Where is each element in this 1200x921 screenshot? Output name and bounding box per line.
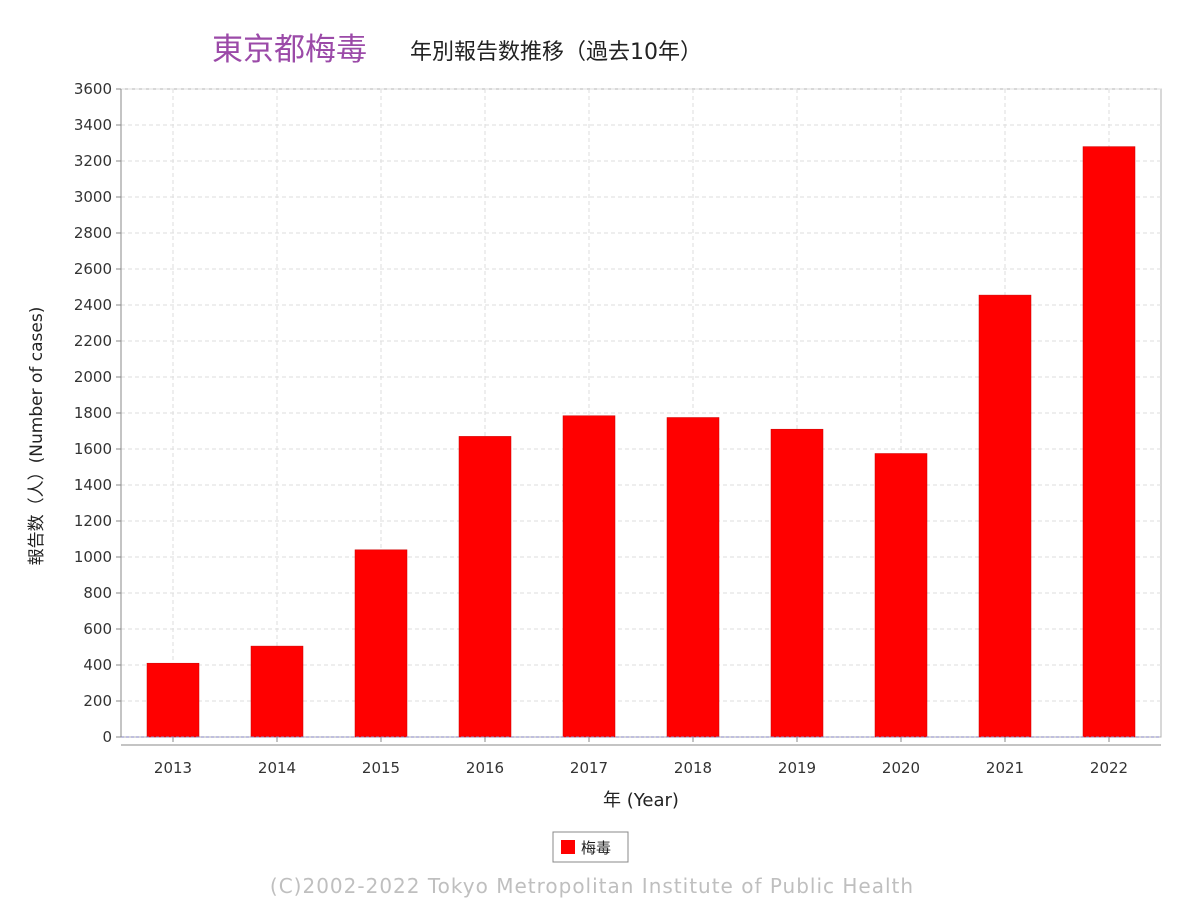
axes [116, 88, 1161, 746]
x-tick-label: 2019 [778, 759, 816, 777]
y-tick-label: 1800 [74, 404, 112, 422]
chart-subtitle: 年別報告数推移（過去10年） [410, 40, 702, 65]
bar-2020 [874, 453, 928, 738]
y-tick-label: 1200 [74, 512, 112, 530]
legend-label: 梅毒 [581, 839, 611, 857]
x-axis-label: 年 (Year) [603, 790, 679, 811]
bar-2021 [978, 294, 1032, 738]
bar-2015 [354, 549, 408, 738]
y-tick-label: 2000 [74, 368, 112, 386]
x-tick-label: 2013 [154, 759, 192, 777]
bars [146, 146, 1136, 738]
legend-swatch [561, 840, 575, 854]
y-tick-label: 600 [83, 620, 112, 638]
x-tick-label: 2016 [466, 759, 504, 777]
bar-2014 [250, 645, 304, 738]
x-tick-label: 2017 [570, 759, 608, 777]
copyright-text: (C)2002-2022 Tokyo Metropolitan Institut… [270, 874, 914, 898]
x-tick-label: 2015 [362, 759, 400, 777]
bar-2016 [458, 436, 512, 738]
y-tick-label: 200 [83, 692, 112, 710]
y-tick-label: 3600 [74, 80, 112, 98]
bar-2019 [770, 428, 824, 738]
chart-title: 東京都梅毒 [212, 32, 367, 68]
y-tick-label: 2200 [74, 332, 112, 350]
x-tick-label: 2022 [1090, 759, 1128, 777]
y-tick-label: 3200 [74, 152, 112, 170]
y-tick-label: 2800 [74, 224, 112, 242]
y-tick-label: 1000 [74, 548, 112, 566]
x-tick-label: 2018 [674, 759, 712, 777]
y-tick-label: 0 [102, 728, 112, 746]
bar-2017 [562, 415, 616, 738]
y-tick-label: 1400 [74, 476, 112, 494]
x-tick-label: 2021 [986, 759, 1024, 777]
bar-2013 [146, 662, 200, 738]
y-tick-label: 2600 [74, 260, 112, 278]
bar-2018 [666, 417, 720, 738]
legend: 梅毒 [552, 831, 629, 863]
x-tick-label: 2020 [882, 759, 920, 777]
y-tick-label: 800 [83, 584, 112, 602]
x-tick-labels: 2013 2014 2015 2016 2017 2018 2019 2020 2021 2022 [154, 759, 1128, 777]
y-tick-labels: 0 200 400 600 800 1000 1200 1400 1600 1800 2000 220… [74, 80, 112, 746]
y-tick-label: 2400 [74, 296, 112, 314]
y-tick-label: 3000 [74, 188, 112, 206]
y-tick-label: 1600 [74, 440, 112, 458]
grid-lines [121, 88, 1161, 737]
y-axis-label: 報告数（人）(Number of cases) [27, 307, 47, 566]
y-tick-label: 3400 [74, 116, 112, 134]
y-tick-label: 400 [83, 656, 112, 674]
bar-2022 [1082, 146, 1136, 738]
x-tick-label: 2014 [258, 759, 296, 777]
